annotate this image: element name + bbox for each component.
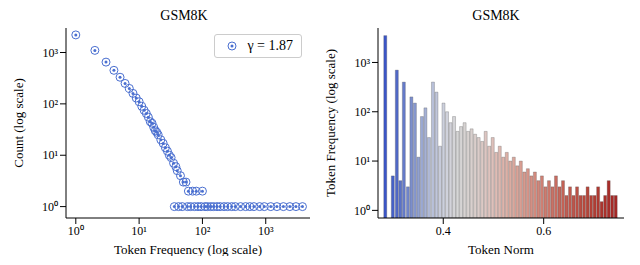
html-text:γ = 1.87: γ = 1.87 (247, 38, 293, 53)
svg-text:10²: 10² (354, 105, 370, 119)
html-text:GSM8K: GSM8K (472, 8, 520, 23)
svg-text:10²: 10² (42, 97, 58, 111)
svg-text:10²: 10² (195, 224, 211, 238)
svg-text:Token Norm: Token Norm (468, 242, 534, 256)
svg-text:Count (log scale): Count (log scale) (11, 78, 26, 168)
svg-text:0.6: 0.6 (536, 224, 551, 238)
svg-text:10³: 10³ (354, 56, 370, 70)
svg-text:10¹: 10¹ (131, 224, 147, 238)
svg-text:10⁰: 10⁰ (68, 224, 84, 238)
svg-text:Token Frequency (log scale): Token Frequency (log scale) (323, 49, 338, 197)
svg-text:0.4: 0.4 (436, 224, 451, 238)
svg-text:10⁰: 10⁰ (354, 204, 370, 218)
svg-text:10¹: 10¹ (42, 148, 58, 162)
svg-text:10¹: 10¹ (354, 154, 370, 168)
svg-text:10⁰: 10⁰ (42, 200, 58, 214)
svg-text:10³: 10³ (258, 224, 274, 238)
svg-text:Token Frequency (log scale): Token Frequency (log scale) (114, 242, 262, 256)
svg-text:10³: 10³ (42, 46, 58, 60)
html-text:GSM8K: GSM8K (160, 8, 208, 23)
